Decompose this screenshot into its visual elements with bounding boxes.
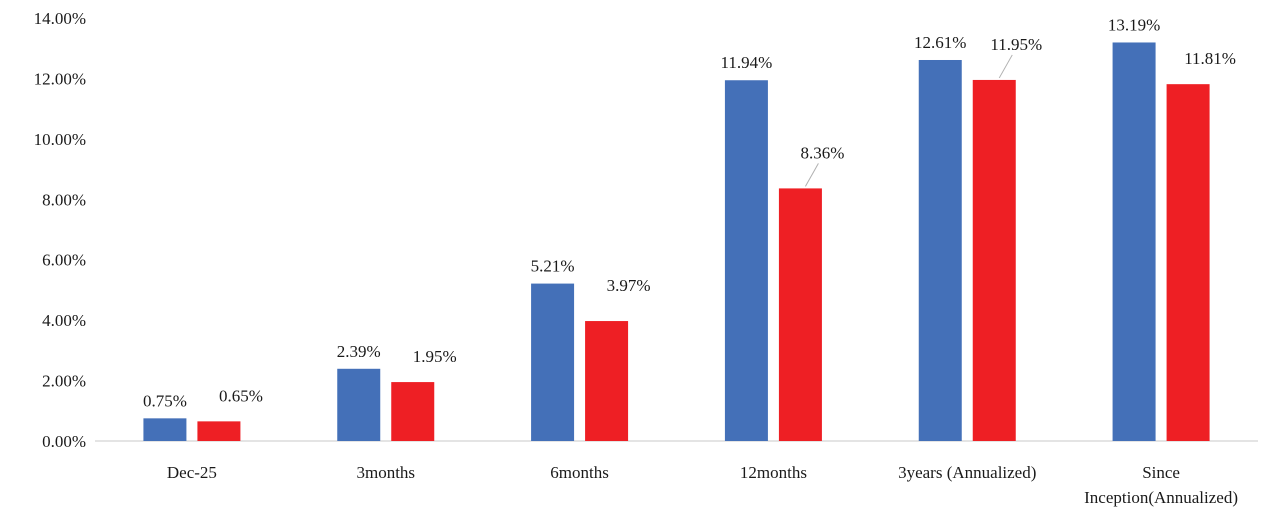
x-category-label: 6months — [550, 463, 609, 482]
bar-series-1 — [337, 368, 381, 441]
data-label: 12.61% — [914, 33, 966, 52]
data-label: 8.36% — [800, 143, 844, 162]
x-category-label: 3years (Annualized) — [898, 463, 1036, 482]
x-category-label: Inception(Annualized) — [1084, 488, 1238, 507]
y-tick-label: 10.00% — [34, 130, 86, 149]
x-category-label: Since — [1142, 463, 1180, 482]
bar-series-2 — [585, 321, 629, 441]
bar-series-1 — [531, 283, 575, 441]
bar-series-1 — [143, 418, 187, 441]
data-label: 2.39% — [337, 342, 381, 361]
y-tick-label: 8.00% — [42, 190, 86, 209]
bar-series-2 — [972, 79, 1016, 442]
x-category-label: Dec-25 — [167, 463, 217, 482]
y-tick-label: 14.00% — [34, 9, 86, 28]
data-label: 13.19% — [1108, 15, 1160, 34]
y-tick-label: 12.00% — [34, 69, 86, 88]
data-label: 11.95% — [990, 35, 1042, 54]
y-tick-label: 0.00% — [42, 432, 86, 451]
data-label: 0.65% — [219, 386, 263, 405]
bar-series-2 — [197, 421, 241, 441]
data-label-leader — [804, 163, 819, 187]
bar-series-1 — [1112, 42, 1156, 441]
y-tick-label: 2.00% — [42, 372, 86, 391]
x-category-label: 12months — [740, 463, 807, 482]
bar-series-2 — [778, 188, 822, 441]
data-label: 0.75% — [143, 391, 187, 410]
bar-series-2 — [391, 382, 435, 441]
bar-series-2 — [1166, 84, 1210, 442]
data-label: 11.81% — [1184, 49, 1236, 68]
y-tick-label: 6.00% — [42, 251, 86, 270]
data-label: 1.95% — [413, 347, 457, 366]
data-label-leader — [998, 54, 1013, 79]
x-category-label: 3months — [356, 463, 415, 482]
y-tick-label: 4.00% — [42, 311, 86, 330]
data-label: 3.97% — [607, 276, 651, 295]
bar-series-1 — [724, 80, 768, 442]
data-label: 11.94% — [721, 53, 773, 72]
bar-series-1 — [918, 59, 962, 441]
data-label: 5.21% — [531, 257, 575, 276]
